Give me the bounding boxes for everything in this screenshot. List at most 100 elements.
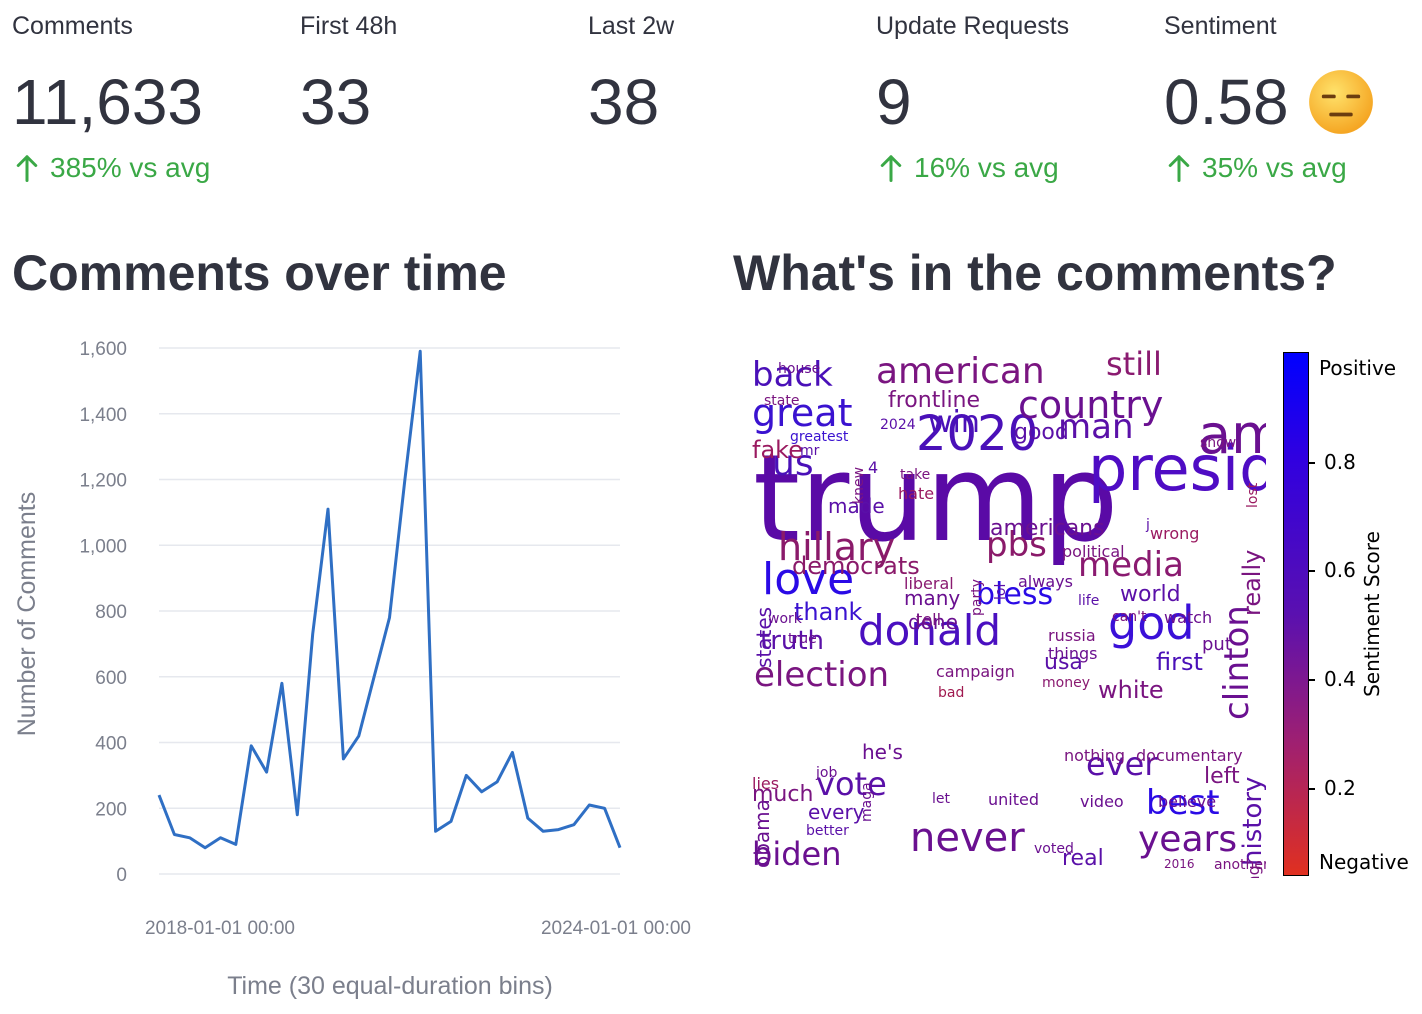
- metric-value: 0.58: [1164, 66, 1289, 138]
- wordcloud-word: another: [1214, 857, 1266, 873]
- wordcloud-word: united: [988, 790, 1039, 809]
- wordcloud-word: ever: [1086, 745, 1158, 783]
- wordcloud-word: great: [752, 391, 853, 435]
- wordcloud-word: j: [1146, 517, 1150, 533]
- metric-delta-text: 35% vs avg: [1202, 152, 1347, 183]
- wordcloud-word: money: [1042, 675, 1090, 691]
- wordcloud-word: documentary: [1136, 746, 1243, 765]
- sentiment-colorbar: [1283, 352, 1309, 876]
- metric-delta: 35% vs avg: [1164, 152, 1414, 184]
- arrow-up-icon: [16, 155, 38, 182]
- wordcloud-word: world: [1120, 582, 1181, 607]
- wordcloud-word: watch: [1164, 608, 1213, 627]
- metric-delta-text: 385% vs avg: [50, 152, 211, 183]
- y-tick-label: 800: [95, 602, 127, 623]
- wordcloud-word: history: [1238, 776, 1266, 866]
- colorbar-tick: [1309, 788, 1315, 790]
- wordcloud-word: good: [1014, 420, 1069, 445]
- wordcloud-word: show: [1200, 435, 1237, 451]
- metric-last-2w: Last 2w 38: [588, 8, 868, 138]
- wordcloud-word: trump: [753, 430, 1119, 569]
- wordcloud-word: 2016: [1164, 857, 1195, 871]
- wordcloud-word: pbs: [986, 525, 1047, 565]
- wordcloud-word: bless: [976, 577, 1054, 612]
- wordcloud-word: media: [1078, 545, 1184, 585]
- wordcloud-word: left: [1204, 764, 1240, 789]
- metric-value: 11,633: [12, 66, 203, 138]
- wordcloud-word: political: [1062, 542, 1125, 561]
- wordcloud-word: win: [928, 405, 980, 440]
- wordcloud-word: lost: [1245, 482, 1261, 508]
- wordcloud-word: state: [764, 393, 800, 409]
- y-tick-label: 1,200: [79, 471, 127, 492]
- comments-word-cloud: trumppresidentamerica 2020 hillary donald co…: [748, 348, 1266, 878]
- x-axis-title: Time (30 equal-duration bins): [227, 972, 553, 1000]
- wordcloud-word: obama: [750, 799, 774, 868]
- metric-value: 9: [876, 66, 912, 138]
- colorbar-tick-label: 0.8: [1324, 450, 1356, 474]
- wordcloud-word: 2020: [916, 406, 1039, 462]
- wordcloud-word: thank: [794, 598, 863, 626]
- wordcloud-word: tell: [916, 610, 942, 629]
- metric-comments: Comments 11,633 385% vs avg: [12, 8, 292, 184]
- wordcloud-word: better: [806, 823, 849, 839]
- x-tick-label-end: 2024-01-01 00:00: [541, 918, 691, 939]
- wordcloud-word: real: [1062, 846, 1104, 871]
- wordcloud-word: vote: [816, 765, 887, 803]
- wordcloud-word: true: [788, 631, 817, 647]
- colorbar-tick: [1309, 462, 1315, 464]
- metric-label: Last 2w: [588, 12, 675, 40]
- metric-update-requests: Update Requests 9 16% vs avg: [876, 8, 1156, 184]
- wordcloud-word: clinton: [1217, 605, 1257, 720]
- x-tick-label-start: 2018-01-01 00:00: [145, 918, 295, 939]
- colorbar-tick-label: 0.4: [1324, 667, 1356, 691]
- wordcloud-word: president: [1088, 432, 1266, 505]
- wordcloud-word: still: [1106, 348, 1162, 383]
- metric-delta: 16% vs avg: [876, 152, 1156, 184]
- wordcloud-word: can't: [1112, 609, 1147, 625]
- wordcloud-word: truth: [760, 626, 825, 656]
- wordcloud-word: country: [1018, 383, 1164, 427]
- wordcloud-word: take: [900, 467, 931, 483]
- comments-timeline-chart: 0 200 400 600 800 1,000 1,200 1,400 1,600 2018-0…: [13, 339, 691, 1000]
- metric-value-row: 0.58: [1164, 66, 1414, 138]
- wordcloud-word: believe: [1158, 792, 1217, 811]
- metric-label: First 48h: [300, 12, 398, 40]
- wordcloud-word: man: [1058, 407, 1134, 447]
- wordcloud-word: liberal: [904, 574, 954, 593]
- wordcloud-title: What's in the comments?: [733, 245, 1337, 301]
- y-axis-tick-labels: 0 200 400 600 800 1,000 1,200 1,400 1,600: [79, 339, 127, 886]
- wordcloud-word: best: [1146, 783, 1220, 823]
- y-tick-label: 600: [95, 668, 127, 689]
- metric-value: 38: [588, 66, 660, 138]
- wordcloud-word: done: [908, 610, 958, 634]
- wordcloud-word: let: [932, 791, 950, 807]
- wordcloud-word: never: [910, 815, 1025, 861]
- wordcloud-word: knew: [851, 466, 867, 504]
- metric-label: Comments: [12, 12, 133, 40]
- metric-delta: 385% vs avg: [12, 152, 292, 184]
- wordcloud-word: life: [1078, 593, 1100, 609]
- metric-delta-text: 16% vs avg: [914, 152, 1059, 183]
- y-tick-label: 400: [95, 734, 127, 755]
- y-tick-label: 200: [95, 799, 127, 820]
- wordcloud-word: work: [768, 611, 802, 627]
- y-tick-label: 1,600: [79, 339, 127, 360]
- wordcloud-word: bad: [938, 685, 965, 701]
- wordcloud-word: 2024: [880, 417, 916, 433]
- wordcloud-word: wrong: [1150, 524, 1200, 543]
- wordcloud-word: frontline: [888, 388, 981, 413]
- y-tick-label: 1,400: [79, 405, 127, 426]
- expressionless-face-icon: [1308, 70, 1373, 134]
- wordcloud-word: really: [1238, 549, 1266, 616]
- wordcloud-word: democrats: [792, 552, 920, 580]
- wordcloud-word: he's: [862, 740, 903, 764]
- wordcloud-word: made: [828, 494, 885, 518]
- comments-series-line: [157, 349, 622, 850]
- wordcloud-word: white: [1098, 676, 1164, 704]
- wordcloud-word: love: [762, 554, 855, 605]
- wordcloud-word: things: [1048, 644, 1098, 663]
- wordcloud-word: donald: [858, 606, 1002, 655]
- arrow-up-icon: [1168, 155, 1190, 182]
- wordcloud-word: always: [1018, 572, 1073, 591]
